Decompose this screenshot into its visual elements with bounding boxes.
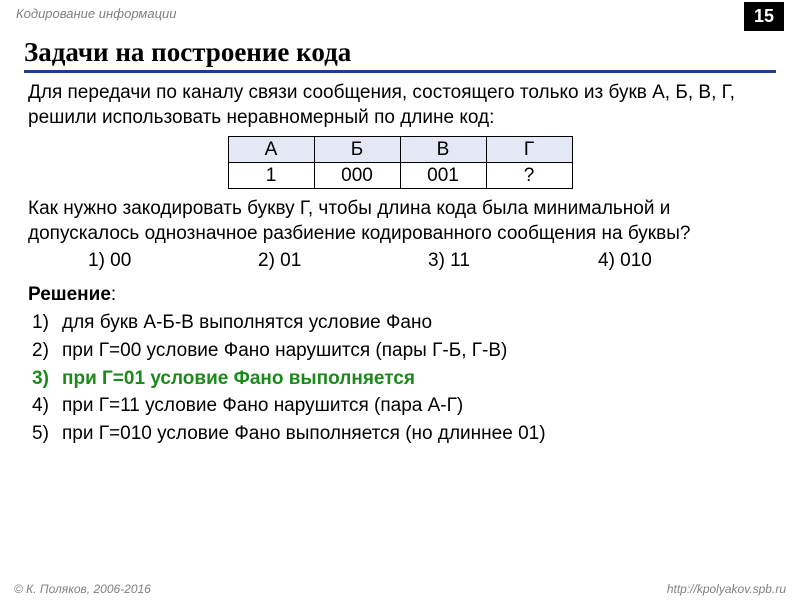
table-value-row: 1 000 001 ?: [228, 163, 572, 189]
item-num: 1): [32, 311, 62, 336]
item-num: 3): [32, 367, 62, 392]
intro-text: Для передачи по каналу связи сообщения, …: [28, 81, 772, 130]
col-header: Г: [486, 137, 572, 163]
cell: 001: [400, 163, 486, 189]
option: 3) 11: [428, 249, 598, 274]
question-text: Как нужно закодировать букву Г, чтобы дл…: [28, 197, 772, 246]
list-item-highlight: 3) при Г=01 условие Фано выполняется: [32, 367, 772, 392]
page-title: Задачи на построение кода: [24, 37, 776, 73]
item-text: для букв А-Б-В выполнятся условие Фано: [62, 311, 432, 336]
item-text: при Г=010 условие Фано выполняется (но д…: [62, 422, 546, 447]
cell: 1: [228, 163, 314, 189]
cell: ?: [486, 163, 572, 189]
content: Для передачи по каналу связи сообщения, …: [0, 73, 800, 447]
solution-label-text: Решение: [28, 284, 111, 305]
title-wrap: Задачи на построение кода: [0, 31, 800, 73]
col-header: Б: [314, 137, 400, 163]
list-item: 4) при Г=11 условие Фано нарушится (пара…: [32, 394, 772, 419]
solution-list: 1) для букв А-Б-В выполнятся условие Фан…: [28, 311, 772, 446]
item-num: 4): [32, 394, 62, 419]
copyright: © К. Поляков, 2006-2016: [14, 582, 151, 596]
page-number: 15: [744, 2, 784, 31]
list-item: 2) при Г=00 условие Фано нарушится (пары…: [32, 339, 772, 364]
item-text: при Г=01 условие Фано выполняется: [62, 367, 415, 392]
item-text: при Г=11 условие Фано нарушится (пара А-…: [62, 394, 463, 419]
source-url: http://kpolyakov.spb.ru: [667, 582, 786, 596]
cell: 000: [314, 163, 400, 189]
table-header-row: А Б В Г: [228, 137, 572, 163]
list-item: 5) при Г=010 условие Фано выполняется (н…: [32, 422, 772, 447]
list-item: 1) для букв А-Б-В выполнятся условие Фан…: [32, 311, 772, 336]
code-table: А Б В Г 1 000 001 ?: [228, 136, 573, 189]
col-header: В: [400, 137, 486, 163]
col-header: А: [228, 137, 314, 163]
option: 4) 010: [598, 249, 768, 274]
options-row: 1) 00 2) 01 3) 11 4) 010: [28, 249, 772, 274]
topic-label: Кодирование информации: [16, 6, 176, 31]
item-text: при Г=00 условие Фано нарушится (пары Г-…: [62, 339, 507, 364]
option: 2) 01: [258, 249, 428, 274]
option: 1) 00: [88, 249, 258, 274]
item-num: 2): [32, 339, 62, 364]
solution-label: Решение:: [28, 283, 772, 308]
item-num: 5): [32, 422, 62, 447]
header-top: Кодирование информации 15: [0, 0, 800, 31]
footer: © К. Поляков, 2006-2016 http://kpolyakov…: [0, 582, 800, 596]
